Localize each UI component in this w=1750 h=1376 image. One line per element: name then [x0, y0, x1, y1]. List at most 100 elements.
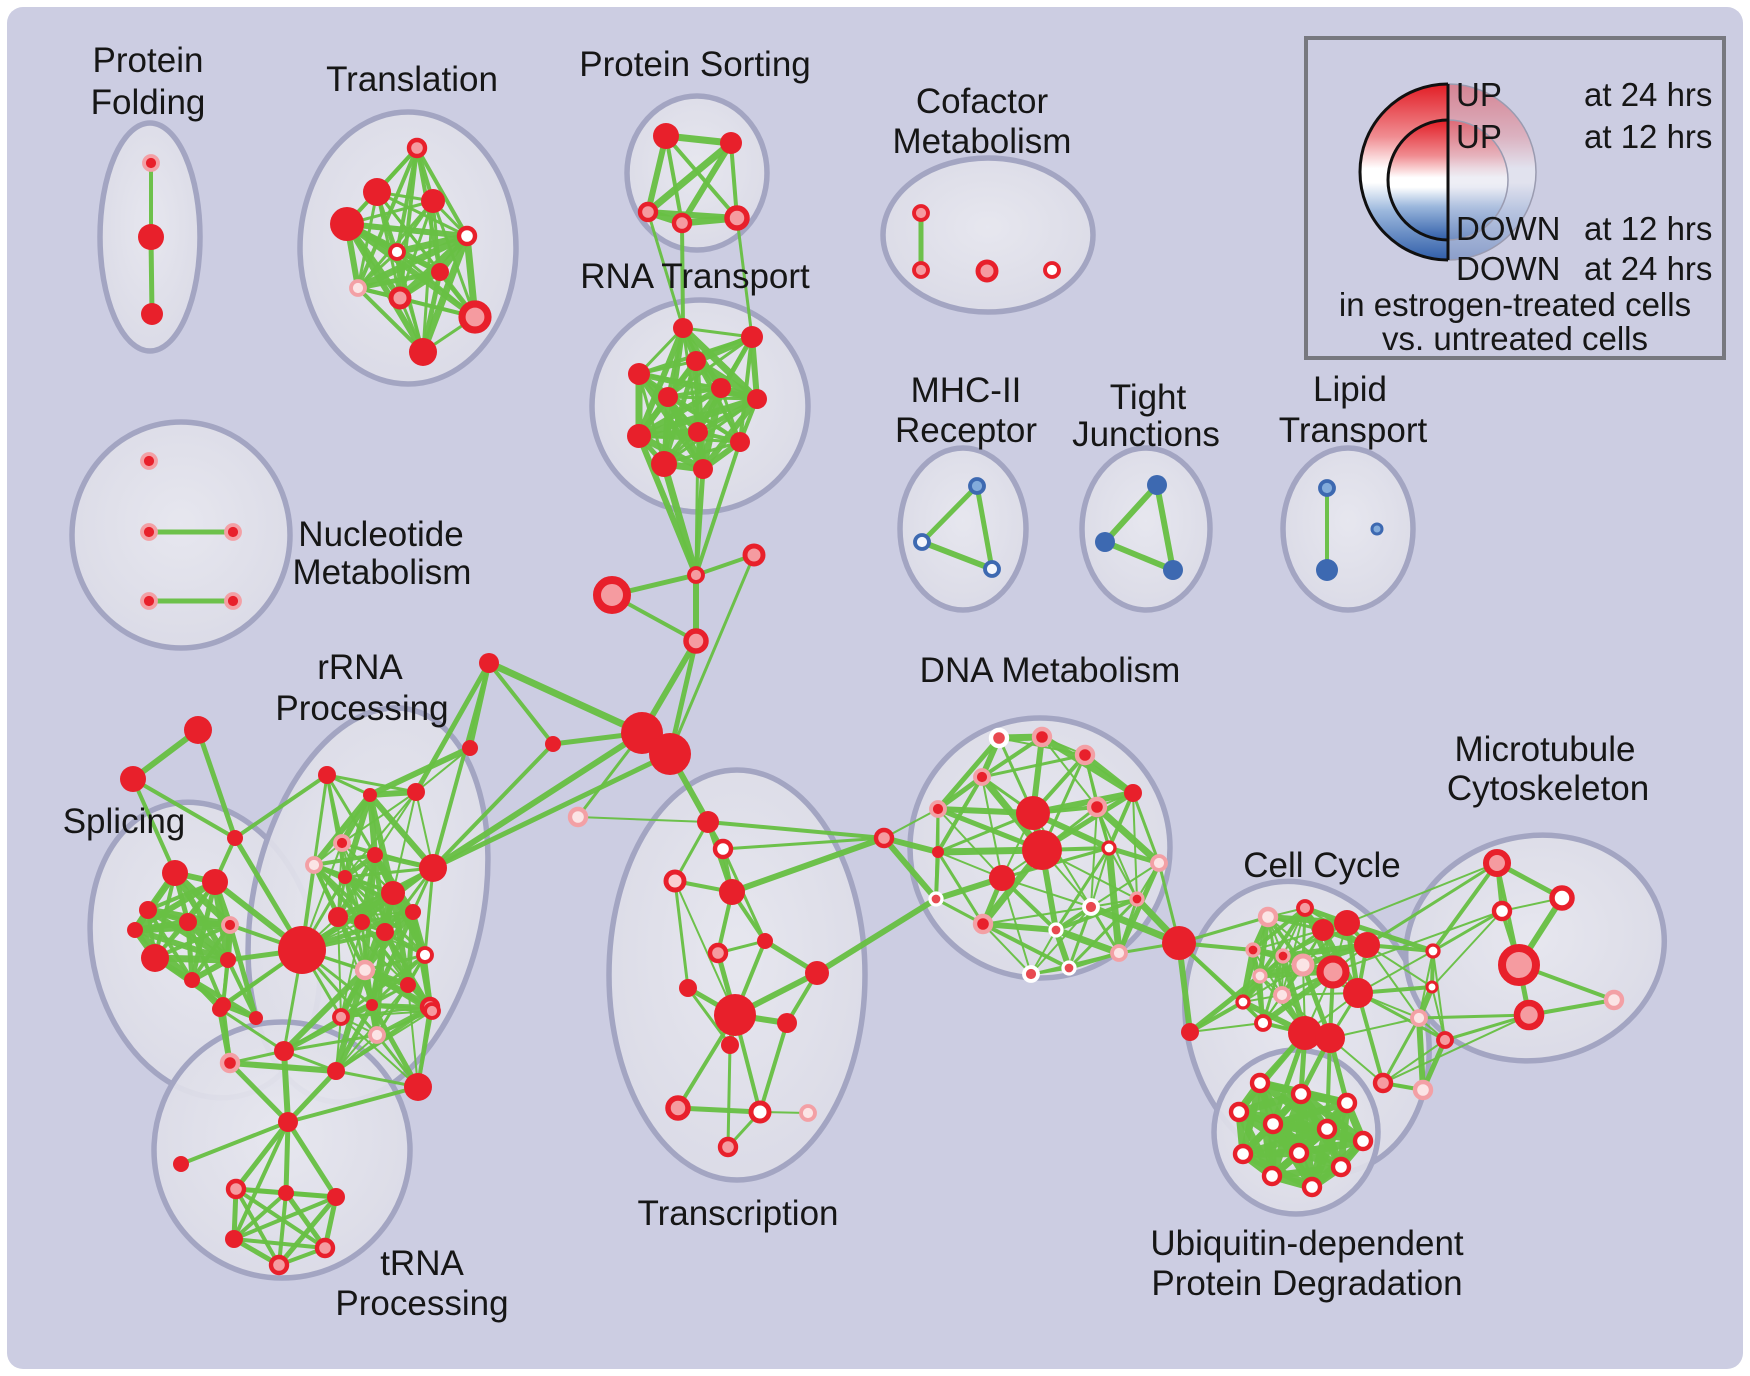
- node-dna-metabolism: [1031, 726, 1053, 748]
- edge: [1356, 991, 1447, 1042]
- edge: [675, 1105, 763, 1115]
- node-transcription: [721, 1036, 739, 1054]
- node-rrna-processing: [366, 999, 378, 1011]
- edge: [344, 221, 478, 320]
- node-microtubule-cytoskeleton: [1491, 900, 1513, 922]
- node-rrna-processing: [274, 1041, 294, 1061]
- edge: [355, 269, 443, 291]
- node-microtubule-cytoskeleton: [1513, 999, 1545, 1031]
- node-dna-metabolism: [873, 827, 895, 849]
- node-cell-cycle: [1315, 1023, 1345, 1053]
- edge: [430, 730, 645, 871]
- node-ubiquitin-degradation: [1352, 1130, 1374, 1152]
- node-nucleotide-metabolism: [140, 592, 158, 610]
- edge: [343, 866, 435, 879]
- node-microtubule-cytoskeleton: [1498, 944, 1540, 986]
- node-dna-metabolism: [932, 846, 944, 858]
- node-dna-metabolism: [1022, 965, 1040, 983]
- edge: [335, 1010, 433, 1072]
- edge: [673, 879, 690, 990]
- edge: [285, 1119, 339, 1200]
- edge: [981, 776, 1003, 879]
- edge: [341, 791, 417, 844]
- edge: [681, 326, 754, 339]
- edge: [363, 953, 427, 972]
- node-ubiquitin-degradation: [1330, 1156, 1352, 1178]
- edge: [936, 811, 1035, 854]
- edge: [189, 879, 218, 983]
- node-trna-processing: [314, 1237, 336, 1259]
- cluster-label-microtubule-cytoskeleton: Cytoskeleton: [1447, 769, 1649, 808]
- node-rrna-processing: [407, 783, 425, 801]
- edge: [1346, 862, 1498, 924]
- node-splicing: [162, 860, 188, 886]
- edge: [283, 1190, 328, 1251]
- node-trna-processing: [225, 1178, 247, 1200]
- edge: [299, 865, 436, 953]
- legend-note-line1: in estrogen-treated cells: [1339, 286, 1691, 323]
- cluster-label-dna-metabolism: DNA Metabolism: [920, 651, 1181, 690]
- edge: [1154, 482, 1176, 573]
- node-dna-metabolism: [1016, 796, 1050, 830]
- edge: [1431, 986, 1446, 1041]
- cluster-label-nucleotide-metabolism: Nucleotide: [298, 515, 463, 554]
- edge: [1382, 1039, 1446, 1084]
- cluster-label-microtubule-cytoskeleton: Microtubule: [1455, 730, 1636, 769]
- node-transcription: [799, 1104, 817, 1122]
- edge: [405, 909, 416, 988]
- cluster-label-mhc-ii-receptor: Receptor: [895, 411, 1037, 450]
- edge: [694, 430, 700, 577]
- node-rna-transport: [747, 389, 767, 409]
- node-rrna-processing: [332, 1008, 350, 1026]
- edge: [342, 792, 373, 880]
- edge: [1102, 539, 1176, 573]
- edge: [1187, 973, 1263, 1035]
- node-dna-metabolism: [1082, 898, 1100, 916]
- legend-down24-time: at 24 hrs: [1584, 250, 1712, 287]
- node-nucleotide-metabolism: [140, 523, 158, 541]
- node-ubiquitin-degradation: [1249, 1072, 1271, 1094]
- edge: [218, 1007, 286, 1053]
- edge: [430, 751, 673, 871]
- node-central-connectors: [683, 628, 709, 654]
- edge: [881, 835, 939, 902]
- node-ubiquitin-degradation: [1262, 1113, 1284, 1135]
- node-rrna-processing: [419, 854, 447, 882]
- node-dna-metabolism: [988, 727, 1010, 749]
- node-ubiquitin-degradation: [1290, 1083, 1312, 1105]
- edge: [1093, 803, 1163, 867]
- node-splicing-outlier-triangle: [120, 766, 146, 792]
- node-rrna-processing: [318, 766, 336, 784]
- edge: [934, 850, 940, 901]
- node-protein-sorting: [720, 132, 742, 154]
- cluster-label-trna-processing: tRNA: [380, 1244, 464, 1283]
- edge: [1356, 991, 1385, 1085]
- node-ubiquitin-degradation: [1301, 1176, 1323, 1198]
- cluster-bubble-trna-processing: [151, 1019, 413, 1281]
- edge: [1295, 1137, 1367, 1157]
- edge: [706, 820, 886, 840]
- node-dna-metabolism: [1110, 944, 1128, 962]
- edge: [936, 775, 984, 854]
- edge: [735, 216, 754, 339]
- node-protein-folding: [141, 303, 163, 325]
- node-rrna-processing: [423, 1002, 441, 1020]
- node-rna-transport: [686, 351, 706, 371]
- cluster-label-translation: Translation: [326, 60, 498, 99]
- edge: [369, 1002, 421, 1090]
- node-dna-metabolism: [928, 891, 944, 907]
- node-rna-transport: [651, 451, 677, 477]
- node-transcription: [757, 933, 773, 949]
- edge: [277, 1191, 288, 1267]
- edge: [335, 852, 378, 920]
- node-ubiquitin-degradation: [1316, 1118, 1338, 1140]
- edge: [146, 908, 194, 982]
- edge: [485, 659, 646, 737]
- node-rna-transport: [741, 326, 763, 348]
- node-cell-cycle: [1252, 968, 1268, 984]
- cluster-bubble-cofactor-metabolism: [880, 155, 1096, 315]
- legend-up24-label: UP: [1456, 76, 1502, 113]
- edge: [1052, 926, 1123, 957]
- edge: [415, 146, 469, 238]
- edge: [729, 835, 887, 895]
